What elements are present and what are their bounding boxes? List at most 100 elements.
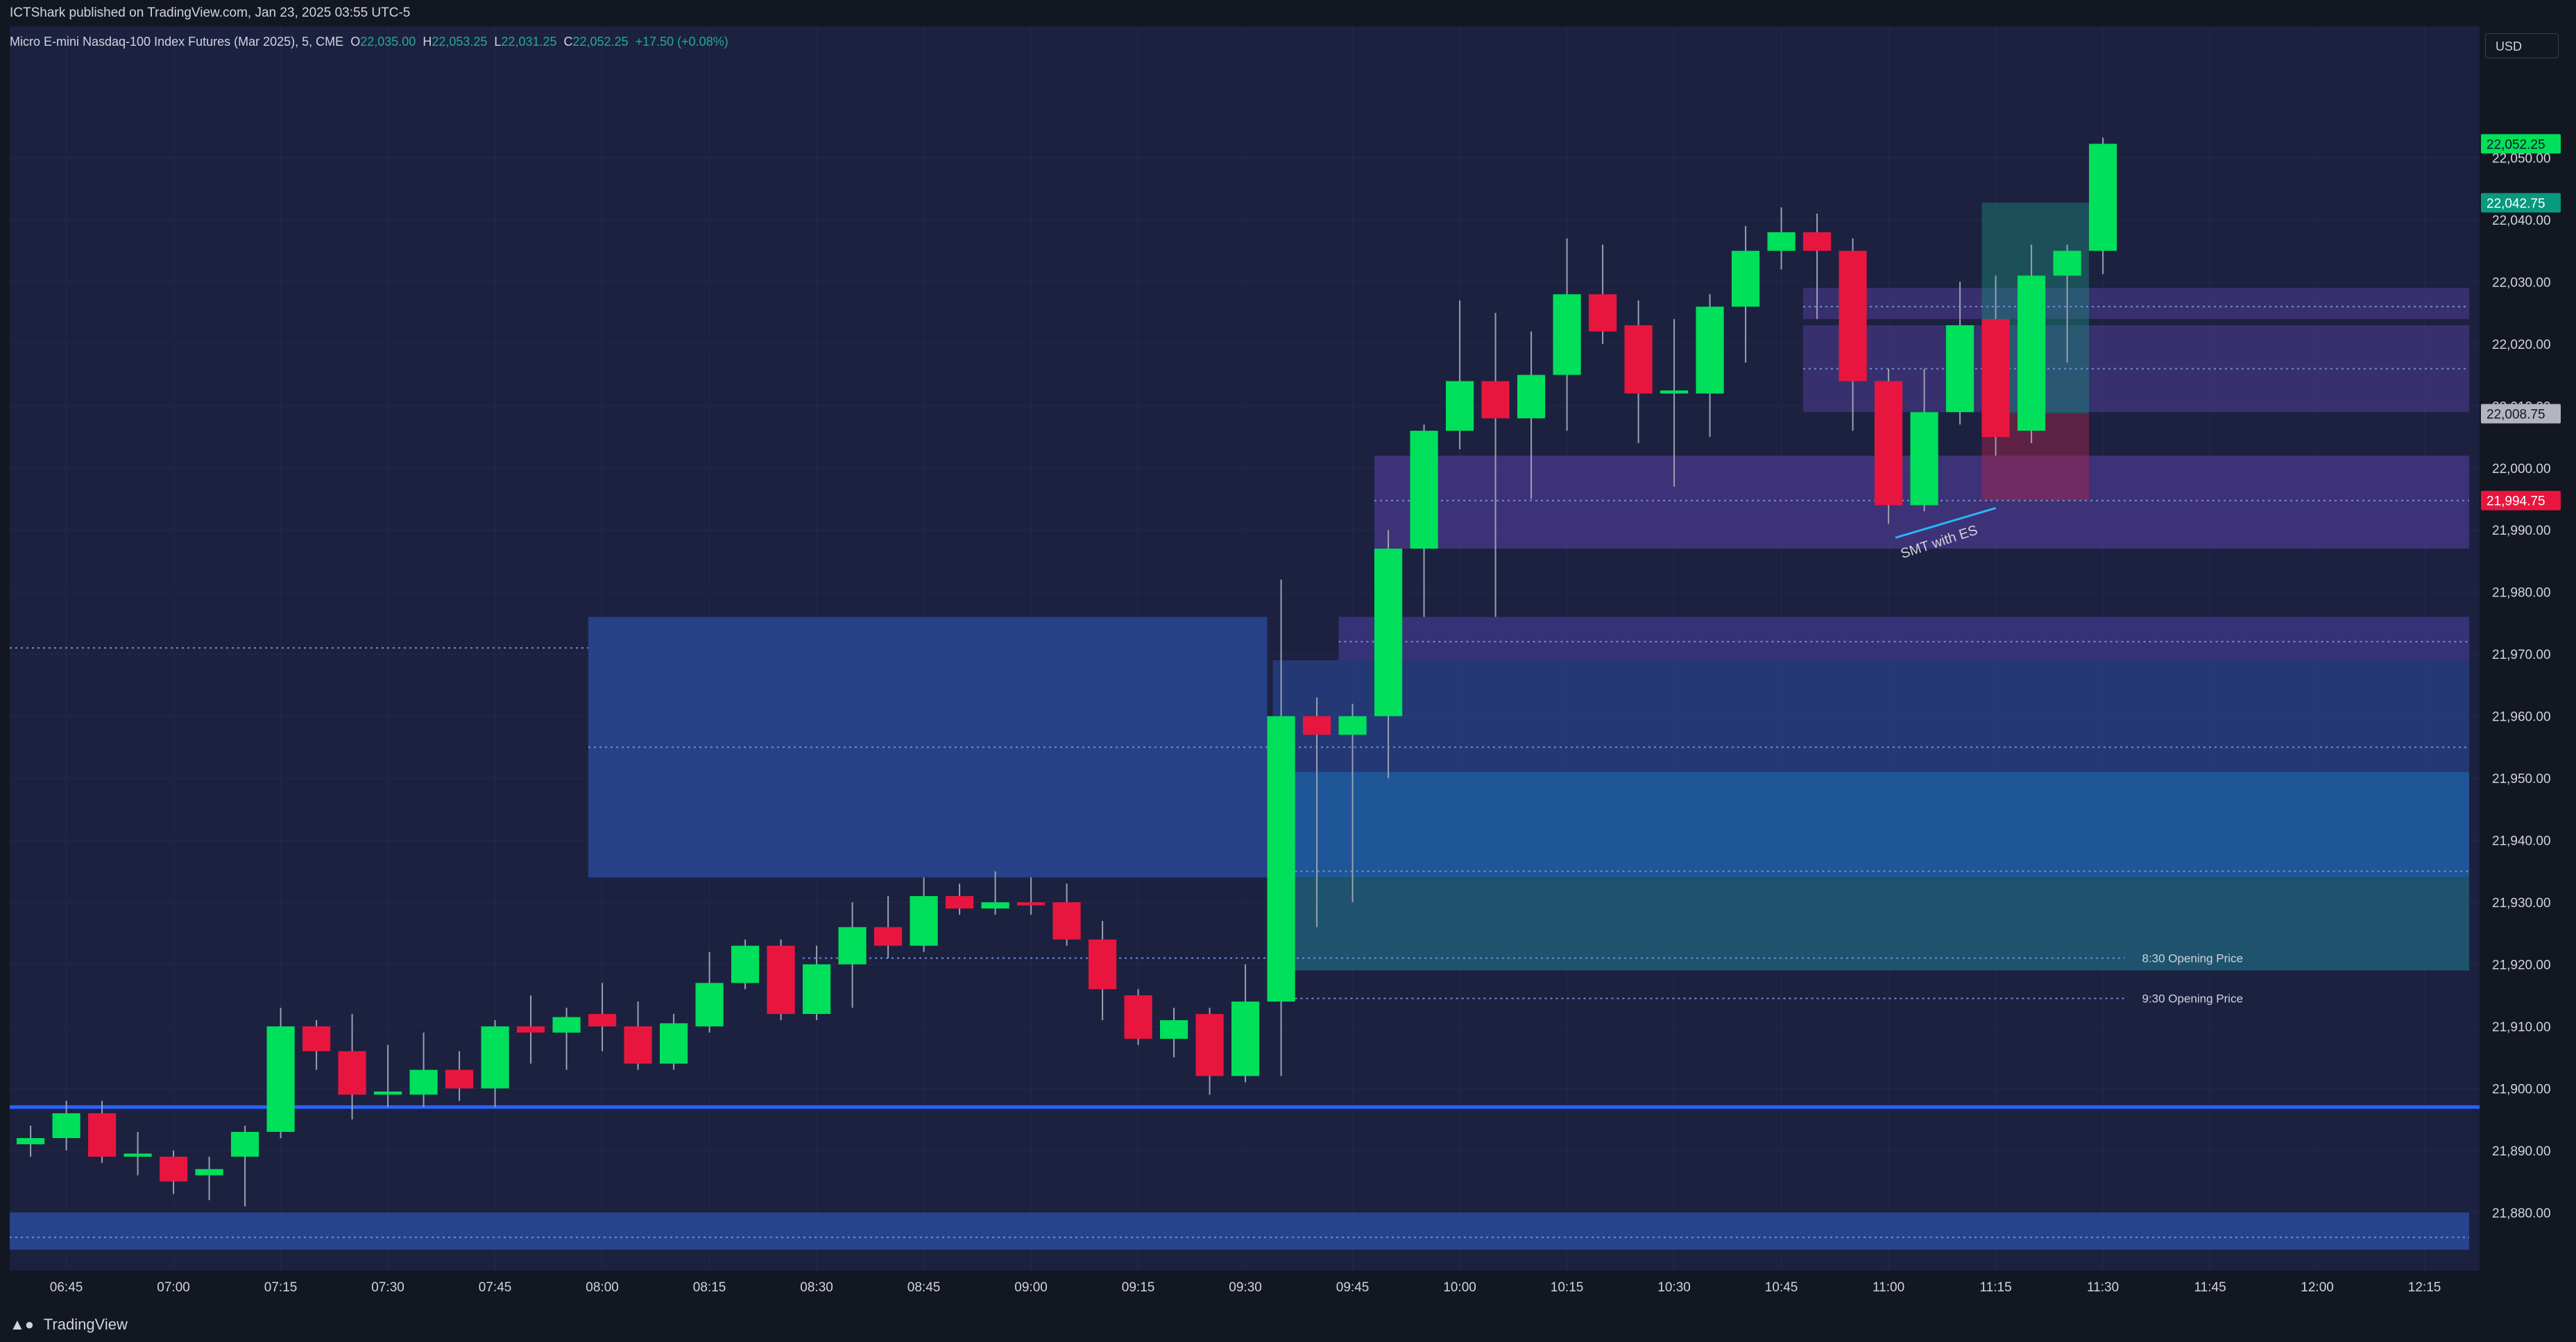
time-scale[interactable]: 06:45 07:00 07:15 07:30 07:45 08:00 08:15 08:30… — [10, 1271, 2480, 1307]
candle-body[interactable] — [517, 1026, 545, 1033]
candle-body[interactable] — [1446, 381, 1474, 431]
time-tick-label: 12:00 — [2301, 1280, 2334, 1295]
level-label: 9:30 Opening Price — [2142, 992, 2244, 1006]
zone-box — [10, 1212, 2469, 1250]
candle-body[interactable] — [1732, 250, 1760, 307]
zone-box — [1272, 660, 2469, 773]
candle-body[interactable] — [1160, 1020, 1188, 1039]
candle-body[interactable] — [481, 1026, 509, 1089]
candle-body[interactable] — [838, 927, 867, 965]
time-tick-label: 06:45 — [50, 1280, 83, 1295]
candle-body[interactable] — [1089, 939, 1117, 990]
price-tick-label: 22,000.00 — [2492, 462, 2551, 476]
candle-body[interactable] — [160, 1156, 188, 1182]
candle-body[interactable] — [1124, 995, 1152, 1039]
currency-selector[interactable]: USD — [2485, 33, 2559, 58]
price-tick-label: 21,930.00 — [2492, 896, 2551, 911]
candle-body[interactable] — [123, 1153, 152, 1157]
candle-body[interactable] — [338, 1051, 366, 1095]
candle-body[interactable] — [1553, 294, 1581, 375]
published-text: ICTShark published on TradingView.com, J… — [10, 6, 411, 20]
candle-body[interactable] — [266, 1026, 295, 1133]
candle-body[interactable] — [445, 1069, 474, 1089]
candle-body[interactable] — [946, 896, 974, 909]
candle-body[interactable] — [731, 945, 760, 983]
footer: ▲● TradingView — [0, 1307, 2576, 1342]
candle-body[interactable] — [1910, 412, 1938, 506]
candle-body[interactable] — [588, 1014, 617, 1026]
candle-body[interactable] — [910, 896, 938, 946]
candle-body[interactable] — [695, 983, 724, 1026]
time-tick-label: 11:00 — [1873, 1280, 1904, 1295]
candle-body[interactable] — [1767, 232, 1795, 251]
candle-body[interactable] — [2053, 250, 2081, 276]
candle-body[interactable] — [1981, 319, 2010, 438]
candle-body[interactable] — [231, 1132, 259, 1157]
candle-body[interactable] — [1589, 294, 1617, 332]
time-tick-label: 07:15 — [264, 1280, 298, 1295]
level-label: 8:30 Opening Price — [2142, 952, 2244, 965]
time-tick-label: 08:45 — [907, 1280, 941, 1295]
candle-body[interactable] — [1231, 1001, 1260, 1076]
tradingview-logo-icon: ▲● — [10, 1316, 35, 1333]
candle-body[interactable] — [1517, 375, 1546, 419]
time-tick-label: 09:15 — [1122, 1280, 1155, 1295]
candle-body[interactable] — [1303, 716, 1331, 735]
time-tick-label: 11:15 — [1980, 1280, 2012, 1295]
time-tick-label: 12:15 — [2408, 1280, 2441, 1295]
price-tick-label: 21,970.00 — [2492, 648, 2551, 662]
candle-body[interactable] — [1624, 325, 1653, 394]
candle-body[interactable] — [1946, 325, 1974, 413]
candle-body[interactable] — [981, 902, 1009, 909]
price-tick-label: 21,880.00 — [2492, 1206, 2551, 1221]
candle-body[interactable] — [1338, 716, 1367, 735]
candle-body[interactable] — [660, 1023, 688, 1064]
candle-body[interactable] — [195, 1169, 223, 1176]
price-label-text: 21,994.75 — [2487, 494, 2545, 509]
candle-body[interactable] — [409, 1069, 438, 1095]
candle-body[interactable] — [1803, 232, 1832, 251]
price-label-bg — [2481, 134, 2561, 154]
zone-box — [1803, 288, 2469, 320]
candle-body[interactable] — [1267, 716, 1295, 1002]
time-tick-label: 11:45 — [2194, 1280, 2226, 1295]
price-scale[interactable]: 21,880.00 21,890.00 21,900.00 21,910.00 21,9… — [2480, 26, 2576, 1271]
candle-body[interactable] — [1195, 1014, 1224, 1076]
candle-body[interactable] — [1410, 431, 1438, 549]
candle-body[interactable] — [88, 1113, 117, 1157]
candle-body[interactable] — [2089, 144, 2117, 251]
candle-body[interactable] — [1839, 250, 1867, 381]
candle-body[interactable] — [1875, 381, 1903, 506]
candle-body[interactable] — [874, 927, 903, 946]
candle-body[interactable] — [1696, 307, 1724, 394]
time-tick-label: 09:30 — [1229, 1280, 1262, 1295]
smt-line — [1895, 507, 1997, 539]
candle-body[interactable] — [1481, 381, 1510, 419]
candle-body[interactable] — [624, 1026, 652, 1064]
candle-body[interactable] — [1017, 902, 1046, 906]
candle-body[interactable] — [302, 1026, 331, 1051]
time-tick-label: 08:15 — [693, 1280, 726, 1295]
candle-body[interactable] — [803, 964, 831, 1015]
price-label-text: 22,042.75 — [2487, 196, 2545, 211]
candle-body[interactable] — [552, 1017, 581, 1033]
legend-low-value: 22,031.25 — [501, 35, 557, 49]
candle-body[interactable] — [2018, 275, 2046, 431]
price-tick-label: 22,020.00 — [2492, 338, 2551, 352]
candle-body[interactable] — [17, 1137, 45, 1144]
time-tick-label: 10:30 — [1657, 1280, 1691, 1295]
candle-body[interactable] — [1660, 390, 1689, 394]
candle-body[interactable] — [1374, 549, 1403, 716]
price-tick-label: 22,030.00 — [2492, 275, 2551, 290]
symbol-legend: Micro E-mini Nasdaq-100 Index Futures (M… — [10, 35, 728, 49]
candle-body[interactable] — [1052, 902, 1081, 940]
zone-box — [1272, 877, 2469, 971]
candle-body[interactable] — [767, 945, 795, 1015]
legend-change: +17.50 (+0.08%) — [635, 35, 728, 49]
candle-body[interactable] — [52, 1113, 80, 1138]
time-tick-label: 11:30 — [2087, 1280, 2119, 1295]
price-tick-label: 21,950.00 — [2492, 772, 2551, 786]
chart-area[interactable]: 8:30 Opening Price 9:30 Opening Price SMT … — [10, 26, 2480, 1271]
candle-body[interactable] — [374, 1091, 402, 1095]
